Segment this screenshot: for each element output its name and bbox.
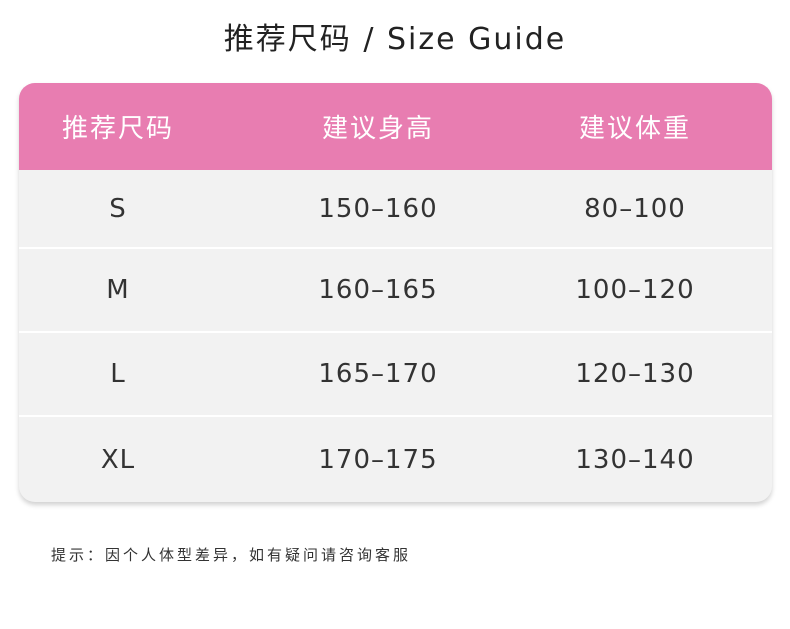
size-cell: L xyxy=(110,359,126,389)
table-row: M 160–165 100–120 xyxy=(19,247,772,331)
header-weight: 建议体重 xyxy=(578,114,691,144)
height-cell: 150–160 xyxy=(318,193,438,224)
header-size: 推荐尺码 xyxy=(61,114,174,144)
height-cell: 160–165 xyxy=(318,275,438,305)
weight-cell: 100–120 xyxy=(575,275,695,305)
table-row: S 150–160 80–100 xyxy=(19,170,772,247)
size-cell: XL xyxy=(100,444,136,475)
weight-cell: 130–140 xyxy=(575,444,695,475)
table-row: L 165–170 120–130 xyxy=(19,331,772,415)
table-row: XL 170–175 130–140 xyxy=(19,415,772,502)
header-height: 建议身高 xyxy=(321,114,434,144)
height-cell: 170–175 xyxy=(318,444,438,475)
height-cell: 165–170 xyxy=(318,359,438,389)
size-table: 推荐尺码 建议身高 建议体重 S 150–160 80–100 M 160–16… xyxy=(19,83,772,502)
weight-cell: 80–100 xyxy=(584,193,686,224)
page-title: 推荐尺码 / Size Guide xyxy=(223,22,567,57)
size-cell: S xyxy=(109,193,127,224)
weight-cell: 120–130 xyxy=(575,359,695,389)
tip-note: 提示：因个人体型差异，如有疑问请咨询客服 xyxy=(51,546,412,564)
table-header: 推荐尺码 建议身高 建议体重 xyxy=(19,83,772,170)
size-cell: M xyxy=(106,275,130,305)
